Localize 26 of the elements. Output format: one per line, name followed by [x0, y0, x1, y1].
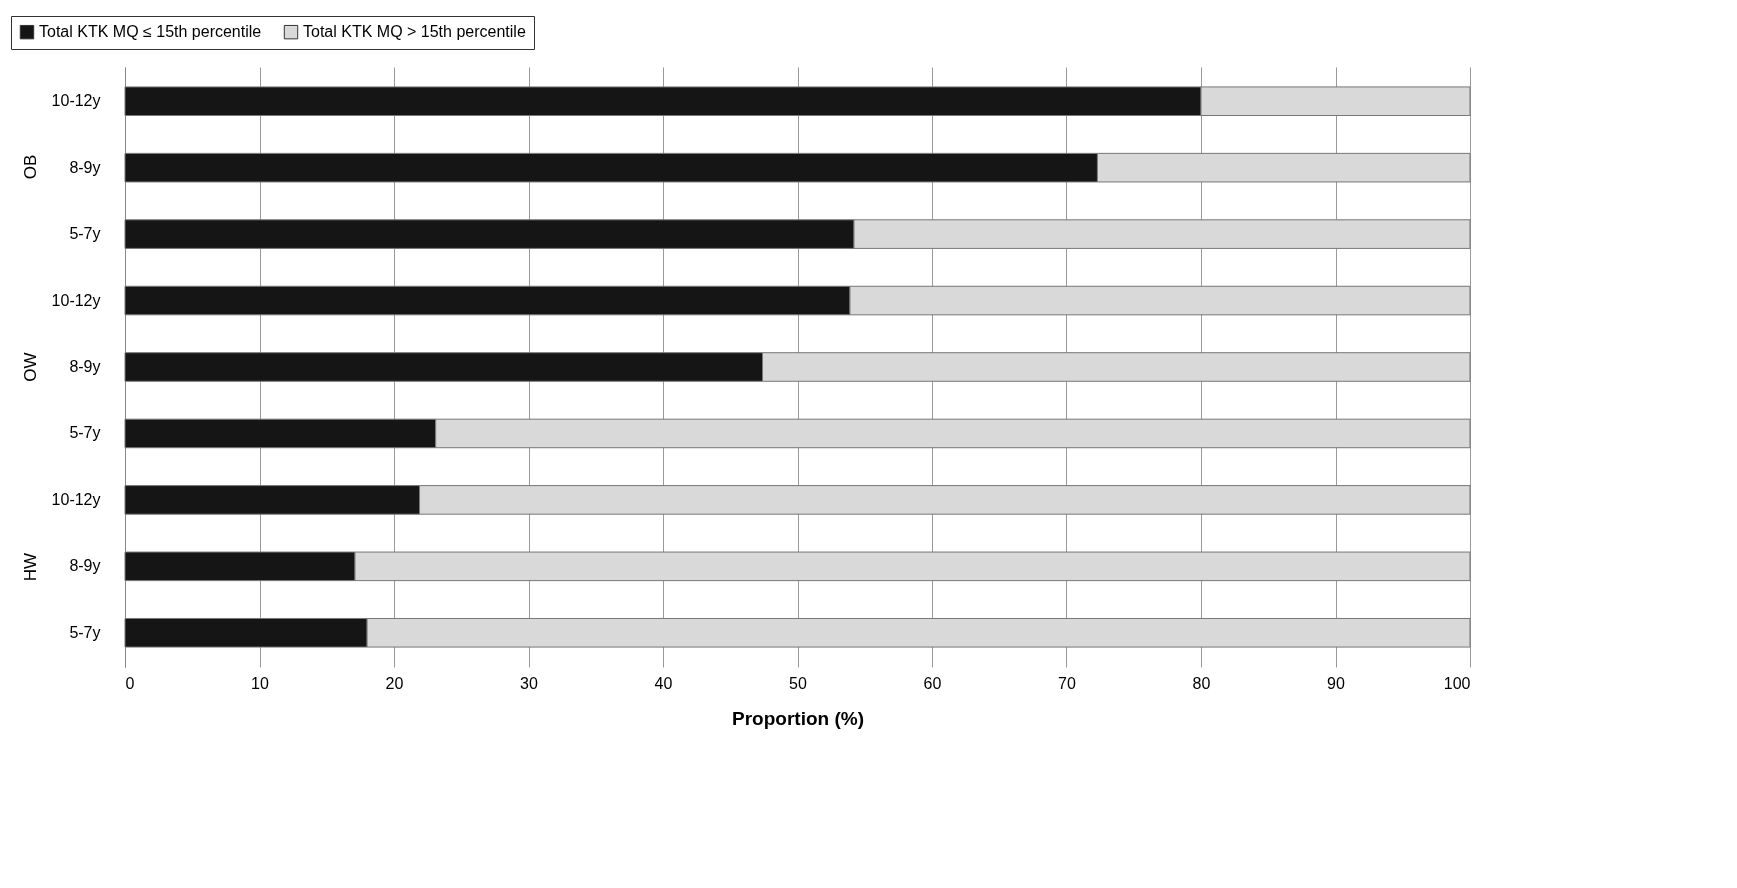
y-tick-label: 8-9y	[69, 358, 101, 375]
text: OW	[21, 352, 40, 382]
x-tick-label: 100	[1443, 674, 1471, 692]
x-tick-label: 80	[1192, 674, 1211, 692]
legend-label: Total KTK MQ ≤ 15th percentile	[39, 23, 262, 41]
text: HW	[21, 552, 40, 582]
y-tick-label: 8-9y	[69, 557, 101, 575]
x-tick-label: 60	[923, 674, 942, 692]
y-tick-label: 10-12y	[51, 92, 101, 110]
x-tick-label: 20	[385, 674, 404, 692]
x-tick-label: 50	[789, 674, 807, 692]
x-tick-label: 70	[1058, 674, 1076, 692]
y-tick-label: 10-12y	[51, 291, 101, 309]
x-tick-label: 10	[251, 674, 269, 692]
text: OB	[21, 154, 40, 180]
x-tick-label: 40	[654, 674, 673, 692]
x-tick-label: 90	[1327, 674, 1345, 692]
y-tick-label: 5-7y	[69, 424, 101, 442]
x-axis-title: Proportion (%)	[732, 707, 864, 729]
x-tick-label: 0	[125, 674, 135, 692]
y-tick-label: 5-7y	[69, 225, 101, 243]
y-tick-label: 10-12y	[51, 490, 101, 508]
x-tick-label: 30	[520, 674, 538, 692]
legend-label: Total KTK MQ > 15th percentile	[303, 23, 526, 41]
y-tick-label: 8-9y	[69, 158, 101, 176]
y-tick-label: 5-7y	[69, 623, 101, 641]
